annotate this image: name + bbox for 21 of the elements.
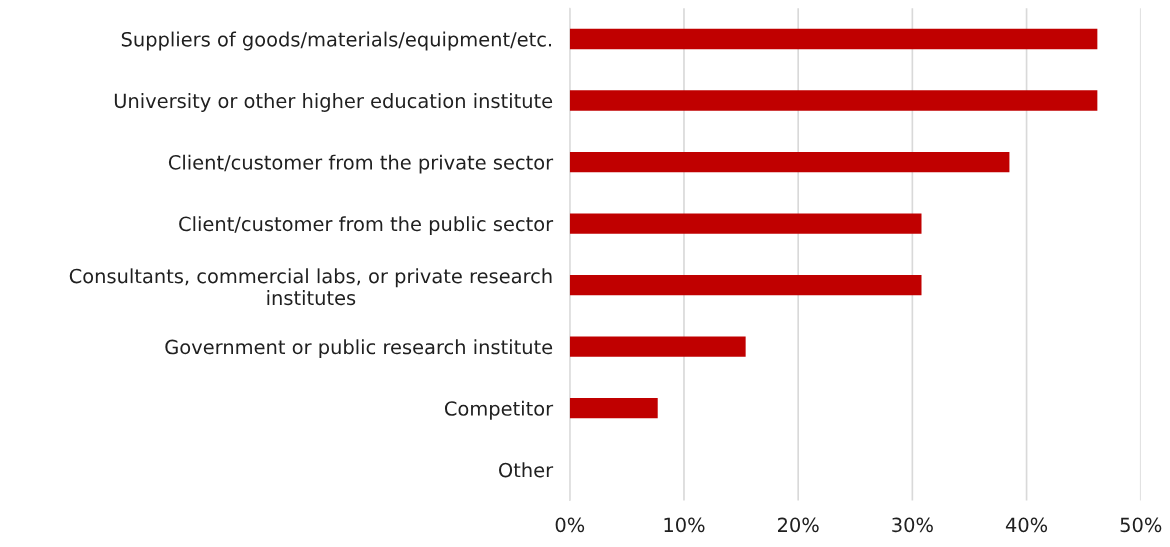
y-tick-label: Client/customer from the private sector xyxy=(168,154,554,174)
bar xyxy=(569,274,922,296)
x-tick-label: 30% xyxy=(892,517,933,533)
bar xyxy=(569,213,922,234)
x-tick-label: 0% xyxy=(555,517,585,533)
x-tick-label: 10% xyxy=(664,517,705,533)
bar xyxy=(569,398,658,419)
y-tick-label: Suppliers of goods/materials/equipment/etc. xyxy=(121,31,552,51)
bar xyxy=(569,28,1098,50)
x-tick-label: 50% xyxy=(1120,517,1162,533)
x-tick-label: 40% xyxy=(1005,517,1048,533)
y-tick-label: Client/customer from the public sector xyxy=(179,216,554,236)
bar xyxy=(569,90,1098,111)
y-tick-label: Government or public research institute xyxy=(165,339,553,359)
y-tick-label: Other xyxy=(499,462,554,478)
bar xyxy=(569,336,746,357)
y-tick-label: University or other higher education institute xyxy=(114,93,553,112)
bar xyxy=(569,151,1010,173)
x-tick-label: 20% xyxy=(777,517,819,533)
y-tick-label: Competitor xyxy=(444,400,554,420)
y-tick-label: Consultants, commercial labs, or private research institutes xyxy=(69,268,552,306)
